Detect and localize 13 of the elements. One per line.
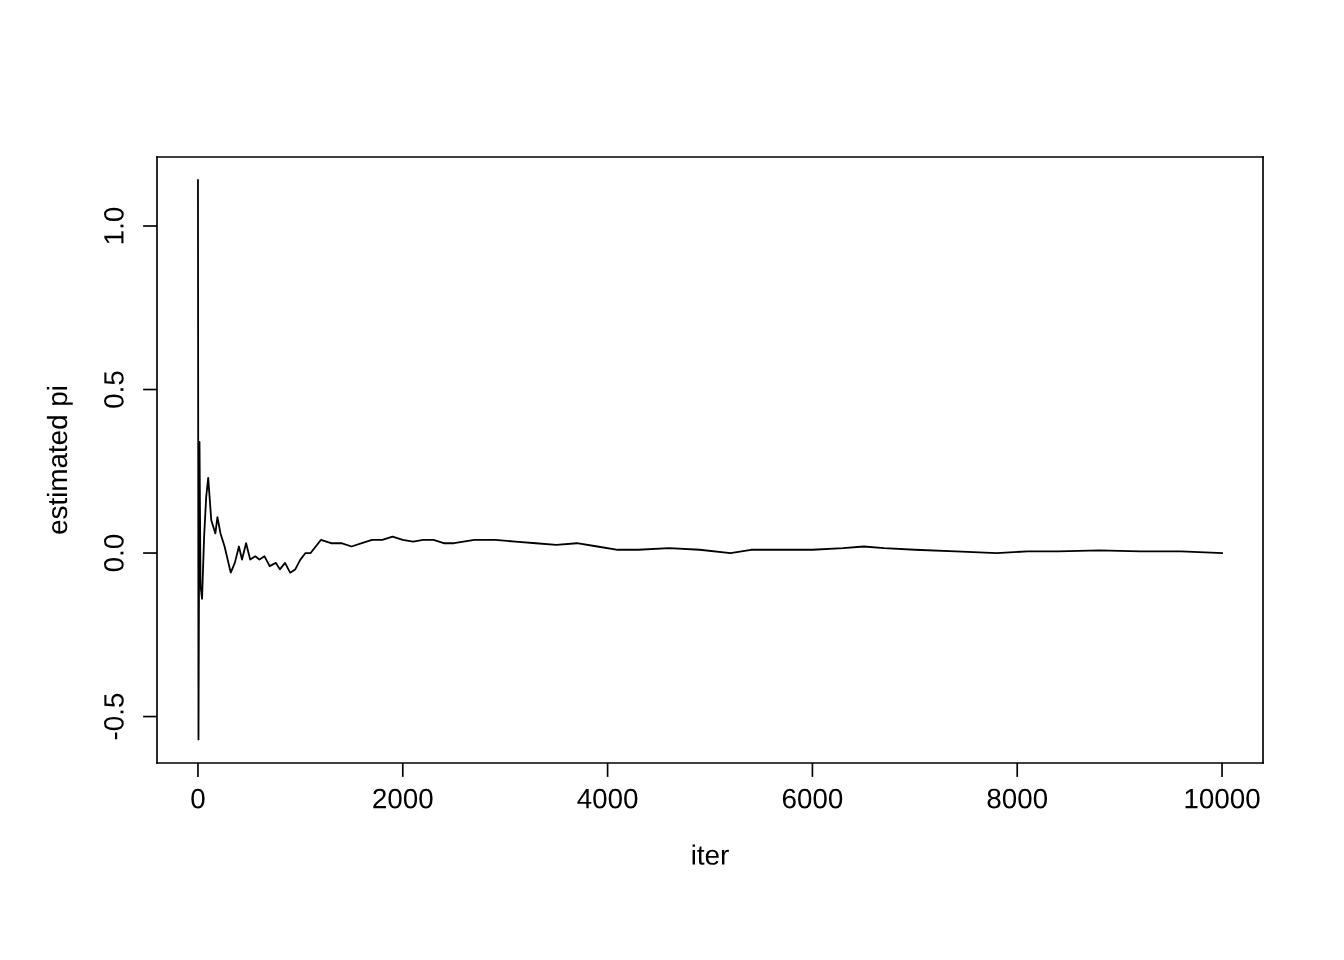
x-tick-label: 6000 [782,788,843,809]
x-axis-title: iter [692,844,729,865]
x-tick-label: 2000 [373,788,433,809]
y-tick-label: 1.0 [104,207,124,244]
line-series [197,179,1223,741]
x-tick-label: 10000 [1185,788,1260,809]
x-tick-label: 0 [191,788,205,809]
x-tick-label: 4000 [577,788,638,809]
y-tick-label: -0.5 [104,693,124,740]
y-axis-title: estimated pi [46,386,73,534]
x-tick-label: 8000 [987,788,1048,809]
y-tick-label: 0.5 [104,371,124,408]
y-tick-label: 0.0 [104,534,124,572]
